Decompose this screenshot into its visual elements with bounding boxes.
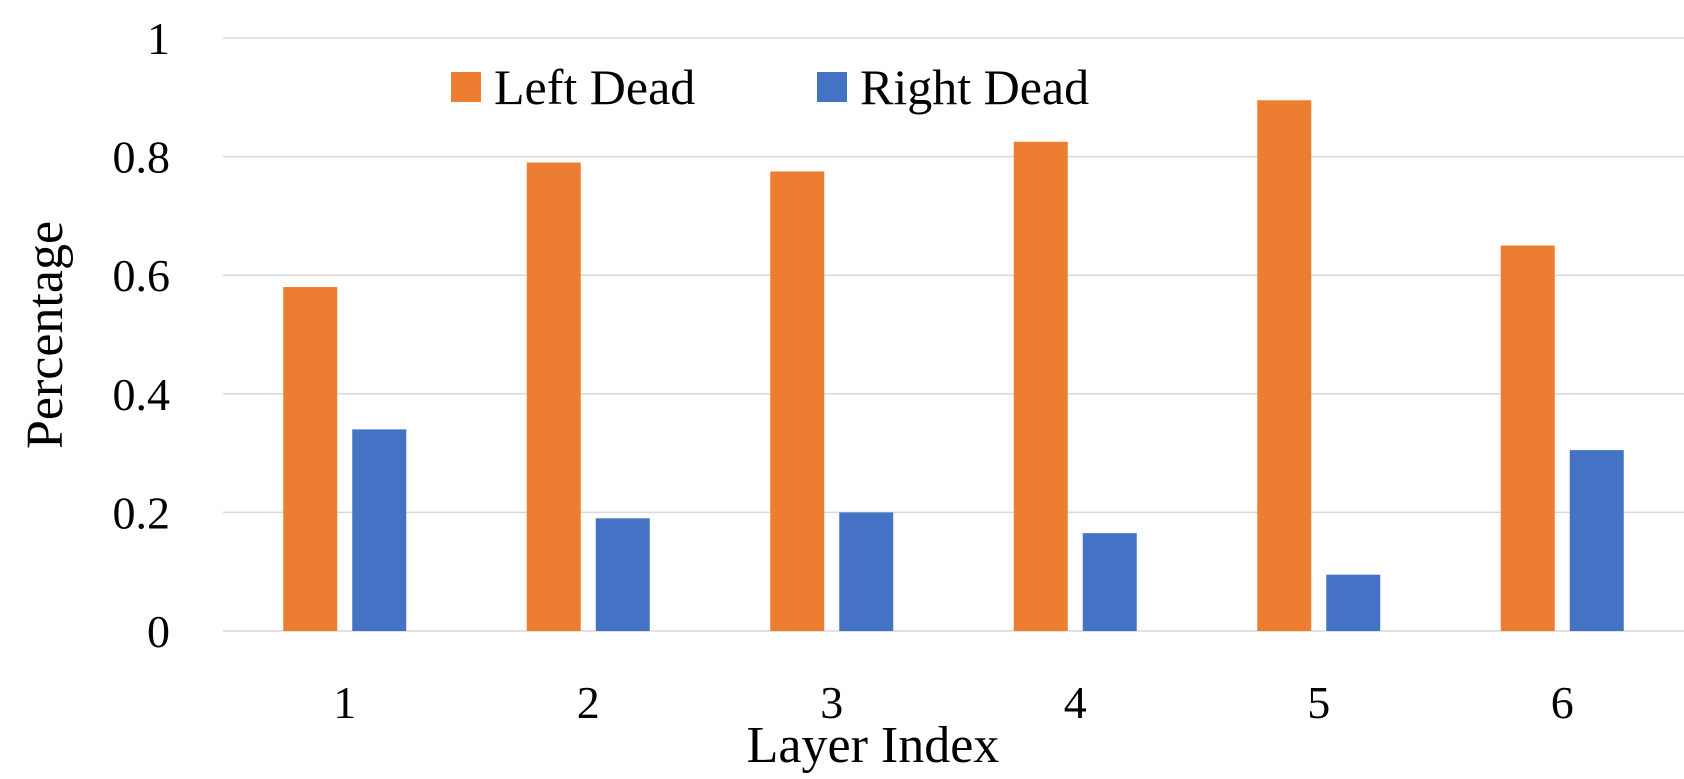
y-tick-label: 0.6: [113, 250, 171, 301]
bar-left-dead-6: [1500, 245, 1555, 632]
legend-swatch: [451, 72, 481, 102]
x-tick-label: 4: [1064, 677, 1087, 728]
bar-right-dead-5: [1326, 574, 1381, 631]
bars: [283, 100, 1624, 632]
bar-left-dead-3: [770, 171, 825, 632]
y-tick-label: 0.8: [113, 132, 171, 183]
y-tick-label: 0: [147, 606, 170, 657]
bar-left-dead-5: [1257, 100, 1312, 631]
y-axis-tick-labels: 0 0.2 0.4 0.6 0.8 1: [113, 13, 171, 657]
legend-swatch: [817, 72, 847, 102]
gridlines: [223, 37, 1684, 632]
bar-right-dead-4: [1082, 533, 1137, 631]
x-tick-label: 3: [820, 677, 843, 728]
x-tick-label: 1: [333, 677, 356, 728]
bar-left-dead-2: [526, 162, 581, 631]
bar-right-dead-2: [595, 518, 650, 631]
x-tick-label: 6: [1551, 677, 1574, 728]
legend-label: Left Dead: [494, 59, 695, 115]
bar-right-dead-3: [839, 512, 894, 631]
legend-label: Right Dead: [860, 59, 1089, 115]
bar-right-dead-6: [1569, 450, 1624, 631]
y-tick-label: 1: [147, 13, 170, 64]
y-tick-label: 0.2: [113, 487, 171, 538]
y-axis-title: Percentage: [17, 221, 74, 449]
bar-left-dead-4: [1013, 141, 1068, 631]
x-tick-label: 5: [1307, 677, 1330, 728]
x-axis-tick-labels: 1 2 3 4 5 6: [333, 677, 1574, 728]
legend: Left Dead Right Dead: [451, 59, 1089, 115]
y-tick-label: 0.4: [113, 369, 171, 420]
x-axis-title: Layer Index: [747, 717, 1000, 774]
bar-right-dead-1: [352, 429, 407, 631]
bar-left-dead-1: [283, 287, 338, 631]
x-tick-label: 2: [577, 677, 600, 728]
